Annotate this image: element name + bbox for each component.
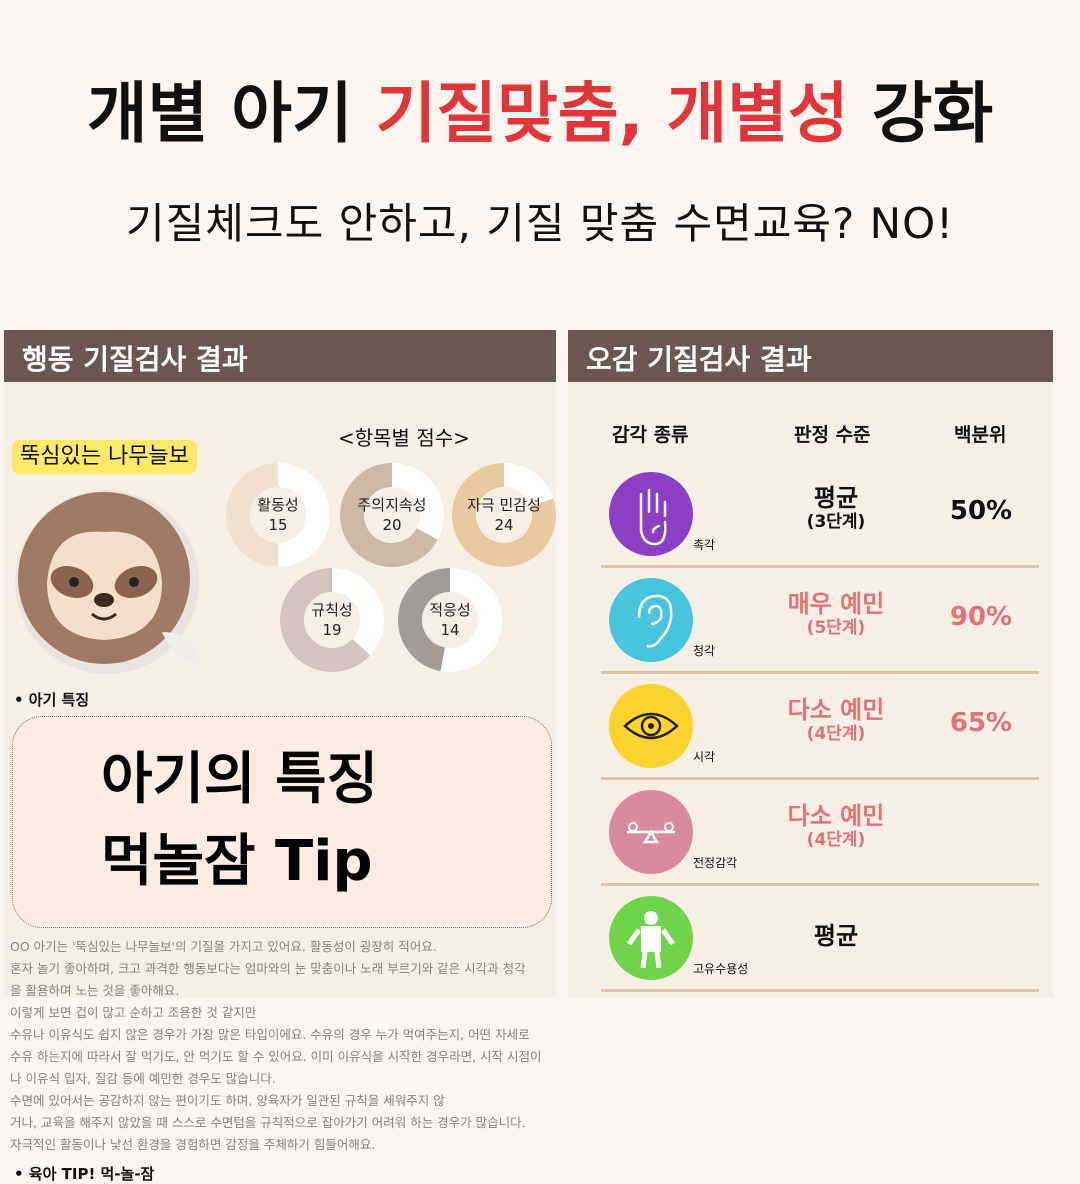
hand-icon [609,472,693,556]
donut-fill [452,463,556,567]
donut-label: 자극 민감성 24 [467,496,541,534]
headline-part3: 강화 [848,75,994,152]
text-line: 이렇게 보면 겁이 많고 순하고 조용한 것 같지만 [10,1005,257,1020]
panel-header: 오감 기질검사 결과 [568,330,1053,382]
temperament-type-badge: 뚝심있는 나무늘보 [12,440,197,474]
text-line: OO 아기는 '뚝심있는 나무늘보'의 기질을 가지고 있어요. 활동성이 굉장… [10,939,437,954]
donut-fill [398,568,502,672]
donut-label: 규칙성 19 [311,601,353,639]
donut-chart: 규칙성 19 [280,568,384,672]
column-header: 백분위 [954,424,1007,446]
behavior-temperament-panel: 행동 기질검사 결과 뚝심있는 나무늘보 <항목별 점수> 활동성 15 주의지속성… [4,330,556,1183]
overlay-line2: 먹놀잠 Tip [101,829,373,894]
sense-row: 청각 매우 예민 (5단계) 90% [601,568,1039,674]
donut-fill [280,568,384,672]
percentile: 50% [949,496,1013,526]
donut-fill [226,463,330,567]
donut-label: 적응성 14 [429,601,471,639]
percentile: 90% [949,602,1013,632]
balance-icon [609,790,693,874]
sense-row: 고유수용성 평균 [601,886,1039,992]
overlay-card: 아기의 특징 먹놀잠 Tip [12,716,552,928]
donut-chart: 자극 민감성 24 [452,463,556,567]
baby-traits-text: OO 아기는 '뚝심있는 나무늘보'의 기질을 가지고 있어요. 활동성이 굉장… [10,936,555,1156]
text-line: 거나, 교육을 해주지 않았을 때 스스로 수면텀을 규칙적으로 잡아가기 어려… [10,1115,526,1130]
donut-chart: 활동성 15 [226,463,330,567]
donut-fill [340,463,444,567]
column-header: 판정 수준 [794,424,871,446]
section-parenting-tip: • 육아 TIP! 먹-놀-잠 [14,1165,155,1183]
sense-row: 시각 다소 예민 (4단계) 65% [601,674,1039,780]
subtitle: 기질체크도 안하고, 기질 맞춤 수면교육? NO! [126,199,954,248]
donut-chart: 주의지속성 20 [340,463,444,567]
judgement-level: 다소 예민 (4단계) [787,696,885,744]
text-line: 수면에 있어서는 공감하지 않는 편이기도 하며, 양육자가 일관된 규칙을 세… [10,1093,445,1108]
text-line: 수유나 이유식도 쉽지 않은 경우가 가장 많은 타입이에요. 수유의 경우 누… [10,1027,530,1042]
sense-row: 전정감각 다소 예민 (4단계) [601,780,1039,886]
percentile: 65% [949,708,1013,738]
judgement-level: 평균 (3단계) [806,484,866,532]
donut-label: 주의지속성 20 [357,496,427,534]
headline-part1: 개별 아기 [86,75,376,152]
text-line: 자극적인 활동이나 낯선 환경을 경험하면 감정을 주체하기 힘들어해요. [10,1137,376,1152]
text-line: 을 활용하며 노는 것을 좋아해요. [10,983,180,998]
donut-label: 활동성 15 [257,496,299,534]
body-icon [609,896,693,980]
headline: 개별 아기 기질맞춤, 개별성 강화 [0,74,1080,154]
eye-icon [609,684,693,768]
judgement-level: 평균 [813,922,859,950]
sense-name: 전정감각 [693,856,738,870]
sense-row: 촉각 평균 (3단계) 50% [601,462,1039,568]
section-baby-traits: • 아기 특징 [14,691,90,709]
text-line: 수유 하는지에 따라서 잘 먹기도, 안 먹기도 할 수 있어요. 이미 이유식… [10,1049,542,1064]
donut-chart: 적응성 14 [398,568,502,672]
panel-header: 행동 기질검사 결과 [4,330,556,382]
judgement-level: 다소 예민 (4단계) [787,802,885,850]
sense-name: 촉각 [693,538,716,552]
sense-name: 청각 [693,644,716,658]
sloth-sticker-icon [15,490,202,674]
text-line: 나 이유식 입자, 질감 등에 예민한 경우도 많습니다. [10,1071,276,1086]
scores-title: <항목별 점수> [338,426,470,450]
sense-name: 고유수용성 [693,962,749,976]
ear-icon [609,578,693,662]
column-header: 감각 종류 [612,424,689,446]
overlay-line1: 아기의 특징 [101,747,379,812]
judgement-level: 매우 예민 (5단계) [787,590,885,638]
sense-name: 시각 [693,750,716,764]
text-line: 혼자 놀기 좋아하며, 크고 과격한 행동보다는 엄마와의 눈 맞춤이나 노래 … [10,961,526,976]
five-senses-panel: 오감 기질검사 결과 감각 종류 판정 수준 백분위 촉각 평균 (3단계) 50… [568,330,1053,998]
headline-accent: 기질맞춤, 개별성 [375,75,849,152]
